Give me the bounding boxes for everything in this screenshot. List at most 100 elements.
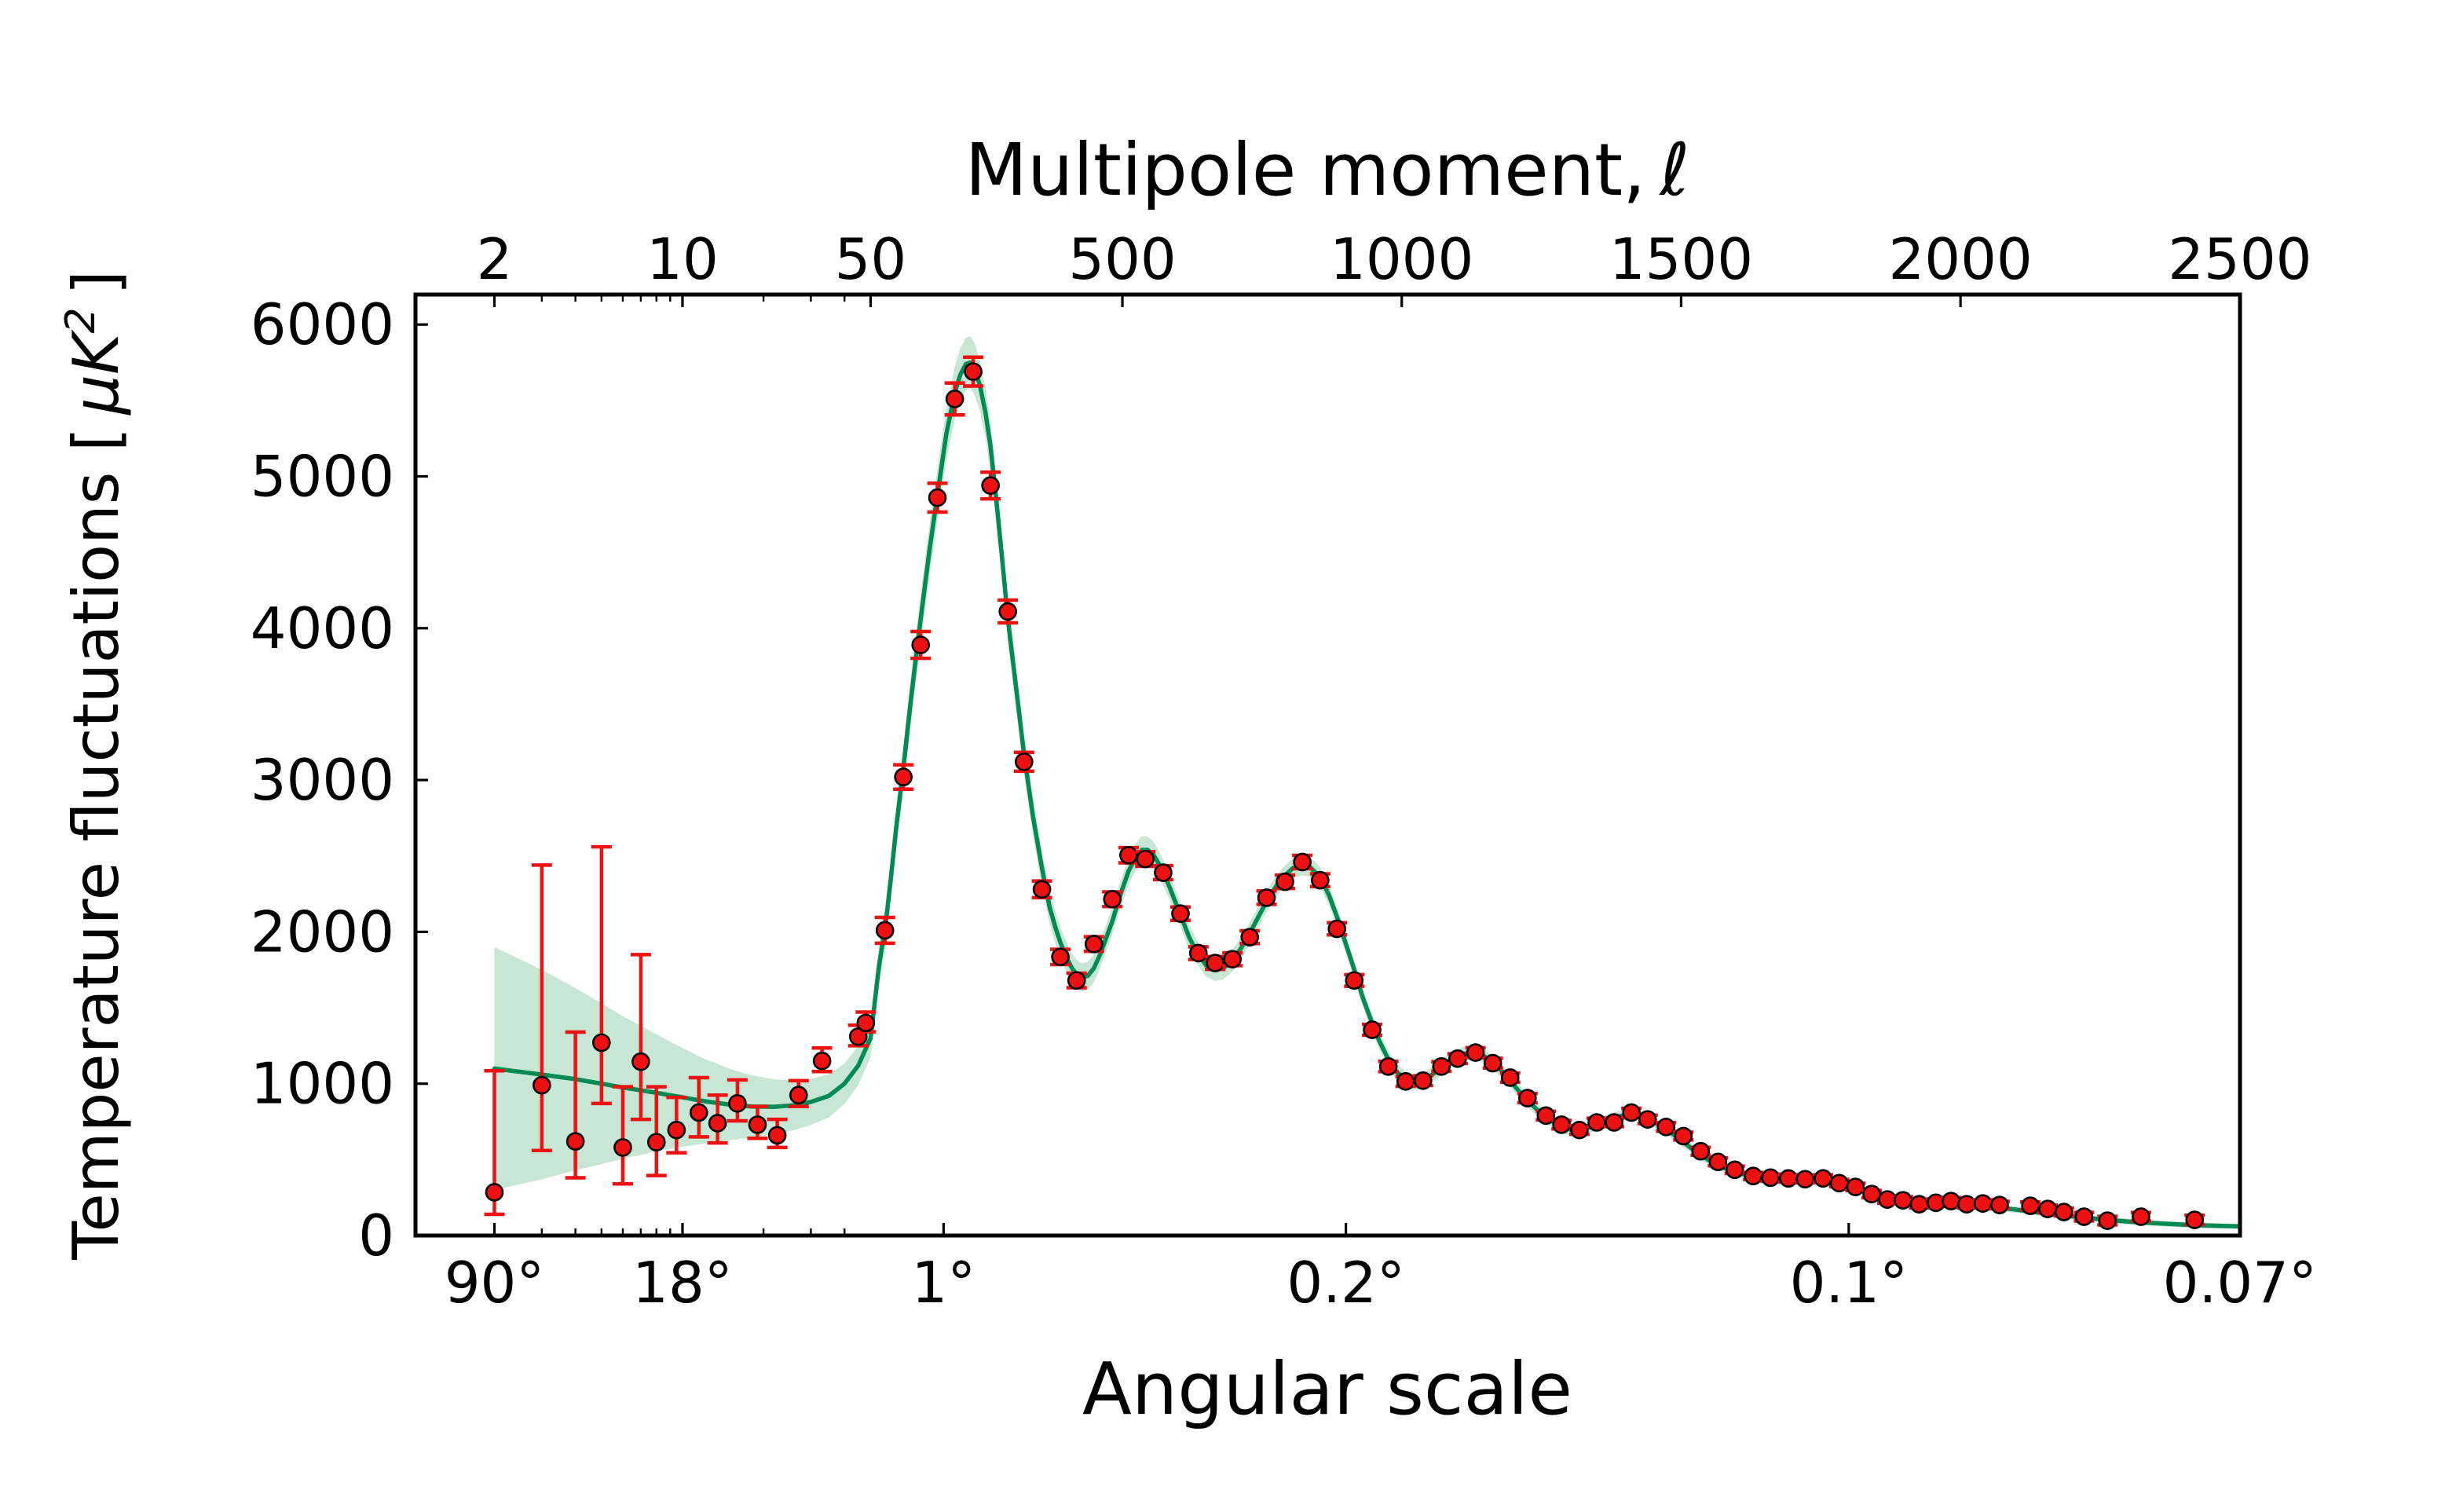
data-marker <box>1448 1049 1467 1068</box>
top-tick-label-2500: 2500 <box>2168 226 2311 292</box>
data-point-l666 <box>1205 954 1226 972</box>
data-point-l5 <box>591 844 612 1106</box>
data-marker <box>1432 1057 1451 1076</box>
data-point-l139 <box>910 629 932 661</box>
uncertainty-band-layer <box>494 336 2240 1229</box>
data-point-l758 <box>1256 888 1277 907</box>
data-marker <box>928 488 947 507</box>
bottom-tick-label-0.1°: 0.1° <box>1790 1250 1909 1316</box>
data-point-l33 <box>811 1046 833 1074</box>
data-marker <box>1779 1169 1798 1188</box>
data-marker <box>1656 1117 1676 1137</box>
top-tick-label-500: 500 <box>1068 226 1176 292</box>
data-point-l6 <box>612 1085 633 1186</box>
data-marker <box>1032 880 1052 899</box>
data-marker <box>1862 1184 1881 1204</box>
data-point-l1535 <box>1690 1141 1711 1161</box>
data-point-l264 <box>980 470 1001 501</box>
data-marker <box>485 1183 504 1202</box>
data-marker <box>964 362 983 381</box>
y-tick-label-1000: 1000 <box>251 1051 394 1117</box>
data-point-l1629 <box>1743 1166 1764 1186</box>
axis-ticks-layer <box>415 295 2242 1237</box>
data-point-l822 <box>1292 852 1313 872</box>
data-marker <box>1396 1072 1415 1091</box>
data-point-l27 <box>788 1078 809 1108</box>
top-tick-label-50: 50 <box>835 226 907 292</box>
data-point-l4 <box>565 1030 586 1180</box>
data-marker <box>1957 1195 1976 1214</box>
data-marker <box>1795 1170 1815 1189</box>
data-point-l1132 <box>1465 1043 1486 1062</box>
data-point-l108 <box>893 763 914 791</box>
data-marker <box>2185 1210 2205 1229</box>
data-point-l1071 <box>1431 1057 1452 1076</box>
top-tick-label-1500: 1500 <box>1609 226 1753 292</box>
data-marker <box>2021 1196 2040 1215</box>
data-point-l1225 <box>1517 1089 1538 1107</box>
data-point-l418 <box>1066 971 1087 990</box>
data-point-l2125 <box>2020 1196 2041 1215</box>
data-marker <box>1894 1191 1912 1210</box>
data-marker <box>1103 890 1122 909</box>
data-point-l19 <box>747 1104 768 1140</box>
y-tick-label-0: 0 <box>358 1203 394 1269</box>
data-marker <box>875 921 895 940</box>
data-point-l75 <box>874 915 895 946</box>
multipole-ell-symbol: ℓ <box>1658 128 1689 212</box>
data-marker <box>728 1094 747 1113</box>
data-marker <box>667 1120 686 1140</box>
data-point-l1897 <box>1892 1191 1913 1210</box>
bottom-axis-title: Angular scale <box>1082 1347 1572 1431</box>
data-marker <box>565 1132 585 1151</box>
data-point-l8 <box>646 1085 667 1177</box>
data-marker <box>1517 1089 1537 1107</box>
data-marker <box>981 476 1000 495</box>
data-marker <box>1466 1043 1485 1062</box>
data-marker <box>1909 1195 1929 1214</box>
data-point-l295 <box>997 598 1019 625</box>
data-marker <box>533 1075 551 1095</box>
y-tick-label-2000: 2000 <box>251 899 394 965</box>
data-point-l1349 <box>1587 1113 1608 1132</box>
data-point-l1411 <box>1621 1103 1642 1122</box>
data-marker <box>1708 1152 1728 1172</box>
data-point-l2323 <box>2130 1207 2151 1226</box>
data-marker <box>1240 928 1260 946</box>
data-point-l9.5 <box>666 1095 687 1155</box>
data-point-l1100 <box>1447 1049 1468 1068</box>
data-point-l1983 <box>1941 1192 1962 1210</box>
data-point-l1722 <box>1795 1170 1816 1189</box>
axes-frame-layer <box>413 292 2242 1238</box>
top-tick-label-10: 10 <box>646 226 719 292</box>
data-point-l1258 <box>1535 1106 1557 1126</box>
data-marker <box>708 1114 727 1133</box>
data-marker <box>1136 849 1155 869</box>
data-marker <box>1536 1106 1556 1126</box>
data-point-l2 <box>484 1069 505 1217</box>
data-marker <box>1829 1173 1849 1193</box>
y-axis-title: Temperature fluctuations [μK2] <box>57 270 133 1261</box>
data-point-l2221 <box>2073 1207 2095 1226</box>
data-marker <box>1378 1057 1398 1076</box>
data-point-l854 <box>1309 870 1330 890</box>
data-marker <box>1015 752 1034 771</box>
bottom-tick-label-0.07°: 0.07° <box>2163 1250 2317 1316</box>
data-point-l1286 <box>1551 1115 1572 1134</box>
data-marker <box>1363 1020 1382 1039</box>
data-point-l541 <box>1135 849 1156 869</box>
data-marker <box>945 390 964 408</box>
data-point-l16 <box>727 1078 748 1123</box>
y-axis-title-suffix: ] <box>60 270 133 295</box>
data-marker <box>1638 1110 1657 1129</box>
data-point-l573 <box>1152 863 1173 882</box>
data-point-l2185 <box>2053 1203 2074 1221</box>
top-tick-label-1000: 1000 <box>1330 226 1473 292</box>
data-point-l13.5 <box>707 1093 728 1145</box>
data-point-l1566 <box>1707 1152 1729 1172</box>
data-point-l200 <box>944 381 965 417</box>
data-marker <box>812 1051 832 1071</box>
plot-frame <box>413 292 2242 1238</box>
data-point-l1473 <box>1656 1117 1677 1137</box>
data-point-l947 <box>1362 1020 1383 1039</box>
